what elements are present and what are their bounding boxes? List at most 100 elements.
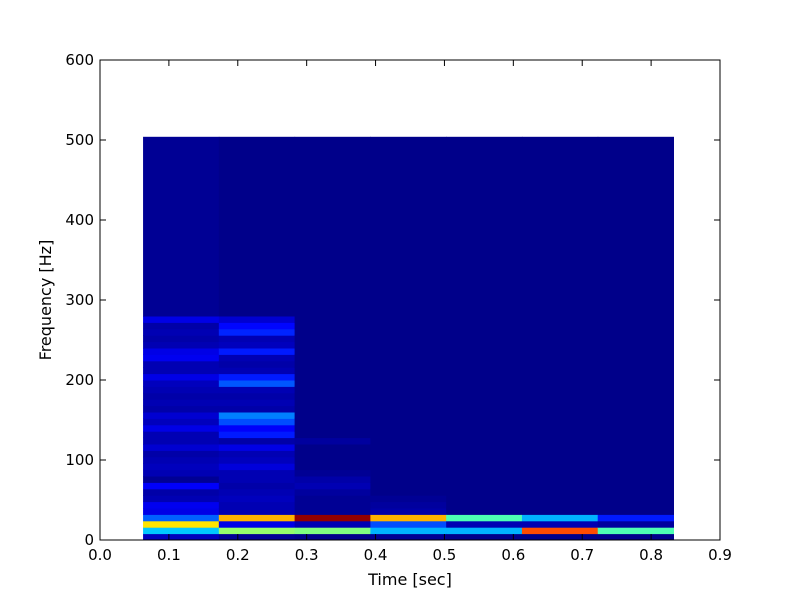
- heatmap-cell: [597, 380, 674, 387]
- heatmap-cell: [294, 450, 371, 458]
- heatmap-cell: [597, 437, 674, 445]
- heatmap-cell: [521, 412, 599, 419]
- heatmap-cell: [294, 316, 371, 323]
- heatmap-cell: [218, 456, 296, 464]
- heatmap-cell: [218, 482, 296, 490]
- heatmap-cell: [370, 354, 447, 362]
- heatmap-cell: [446, 501, 523, 509]
- heatmap-cell: [597, 444, 674, 451]
- heatmap-cell: [218, 476, 296, 483]
- heatmap-cell: [521, 520, 599, 528]
- heatmap-cell: [597, 354, 674, 362]
- heatmap-cell: [446, 431, 523, 439]
- heatmap-cell: [294, 514, 371, 522]
- heatmap-cell: [370, 437, 447, 445]
- heatmap-cell: [446, 418, 523, 426]
- heatmap-cell: [446, 367, 523, 375]
- heatmap-cell: [446, 450, 523, 458]
- heatmap-cell: [370, 367, 447, 375]
- heatmap-cell: [294, 418, 371, 426]
- x-tick-label: 0.6: [501, 546, 525, 564]
- heatmap-cell: [446, 469, 523, 477]
- heatmap-cell: [294, 476, 371, 483]
- heatmap-cell: [597, 360, 674, 368]
- heatmap-cell: [370, 501, 447, 509]
- y-tick-label: 300: [65, 291, 94, 309]
- x-tick-label: 0.1: [157, 546, 181, 564]
- heatmap-cell: [597, 495, 674, 503]
- heatmap-cell: [446, 354, 523, 362]
- heatmap-cell: [521, 341, 599, 349]
- heatmap-cell: [521, 328, 599, 336]
- heatmap-cell: [521, 418, 599, 426]
- heatmap-cell: [521, 488, 599, 496]
- heatmap-cell: [370, 335, 447, 343]
- heatmap-cell: [370, 431, 447, 439]
- heatmap-cell: [446, 335, 523, 343]
- heatmap-cell: [521, 476, 599, 483]
- heatmap-cell: [597, 424, 674, 432]
- heatmap-cell: [143, 520, 220, 528]
- y-axis: 0 100 200 300 400 500 600: [65, 51, 720, 549]
- heatmap-cell: [294, 360, 371, 368]
- heatmap-cell: [597, 533, 674, 541]
- heatmap-cell: [218, 405, 296, 413]
- heatmap-cell: [446, 463, 523, 471]
- heatmap-cell: [446, 360, 523, 368]
- heatmap-cell: [597, 527, 674, 535]
- heatmap-cell: [521, 380, 599, 387]
- heatmap-cell: [218, 380, 296, 387]
- heatmap-cell: [370, 316, 447, 323]
- heatmap-cell: [218, 354, 296, 362]
- heatmap-cell: [370, 418, 447, 426]
- heatmap-cell: [218, 495, 296, 503]
- heatmap-cell: [294, 495, 371, 503]
- heatmap-cell: [597, 450, 674, 458]
- heatmap-cell: [143, 495, 220, 503]
- heatmap-cell: [143, 444, 220, 451]
- heatmap-cell: [370, 482, 447, 490]
- heatmap-cell: [218, 373, 296, 381]
- heatmap-cell: [597, 469, 674, 477]
- heatmap-cell: [597, 476, 674, 483]
- heatmap-cell: [446, 456, 523, 464]
- heatmap-cell: [521, 501, 599, 509]
- heatmap-cell: [446, 386, 523, 394]
- heatmap-cell: [143, 392, 220, 400]
- heatmap-cell: [597, 514, 674, 522]
- heatmap-cell: [370, 360, 447, 368]
- y-tick-label: 600: [65, 51, 94, 69]
- heatmap-cell: [521, 456, 599, 464]
- heatmap-cell: [370, 488, 447, 496]
- y-tick-label: 500: [65, 131, 94, 149]
- x-tick-label: 0.8: [639, 546, 663, 564]
- heatmap-cell: [218, 341, 296, 349]
- heatmap-cell: [143, 431, 220, 439]
- heatmap-cell: [143, 367, 220, 375]
- heatmap-cell: [294, 348, 371, 355]
- heatmap-cell: [218, 469, 296, 477]
- heatmap-cell: [370, 444, 447, 451]
- heatmap-cell: [294, 386, 371, 394]
- heatmap-cell: [597, 456, 674, 464]
- heatmap-cell: [143, 316, 220, 323]
- heatmap-cell: [218, 136, 296, 317]
- heatmap-cell: [446, 495, 523, 503]
- heatmap-cell: [143, 136, 220, 317]
- heatmap-cell: [370, 495, 447, 503]
- heatmap-cell: [370, 424, 447, 432]
- heatmap-cell: [143, 482, 220, 490]
- heatmap-cell: [521, 444, 599, 451]
- heatmap-cell: [143, 380, 220, 387]
- heatmap-cell: [370, 399, 447, 407]
- heatmap-cell: [446, 405, 523, 413]
- heatmap-cell: [143, 469, 220, 477]
- heatmap-cell: [370, 405, 447, 413]
- heatmap-cell: [370, 527, 447, 535]
- heatmap-cell: [521, 424, 599, 432]
- heatmap-cell: [446, 392, 523, 400]
- heatmap-cell: [143, 418, 220, 426]
- heatmap-cell: [218, 399, 296, 407]
- heatmap-cell: [294, 412, 371, 419]
- x-tick-label: 0.7: [570, 546, 594, 564]
